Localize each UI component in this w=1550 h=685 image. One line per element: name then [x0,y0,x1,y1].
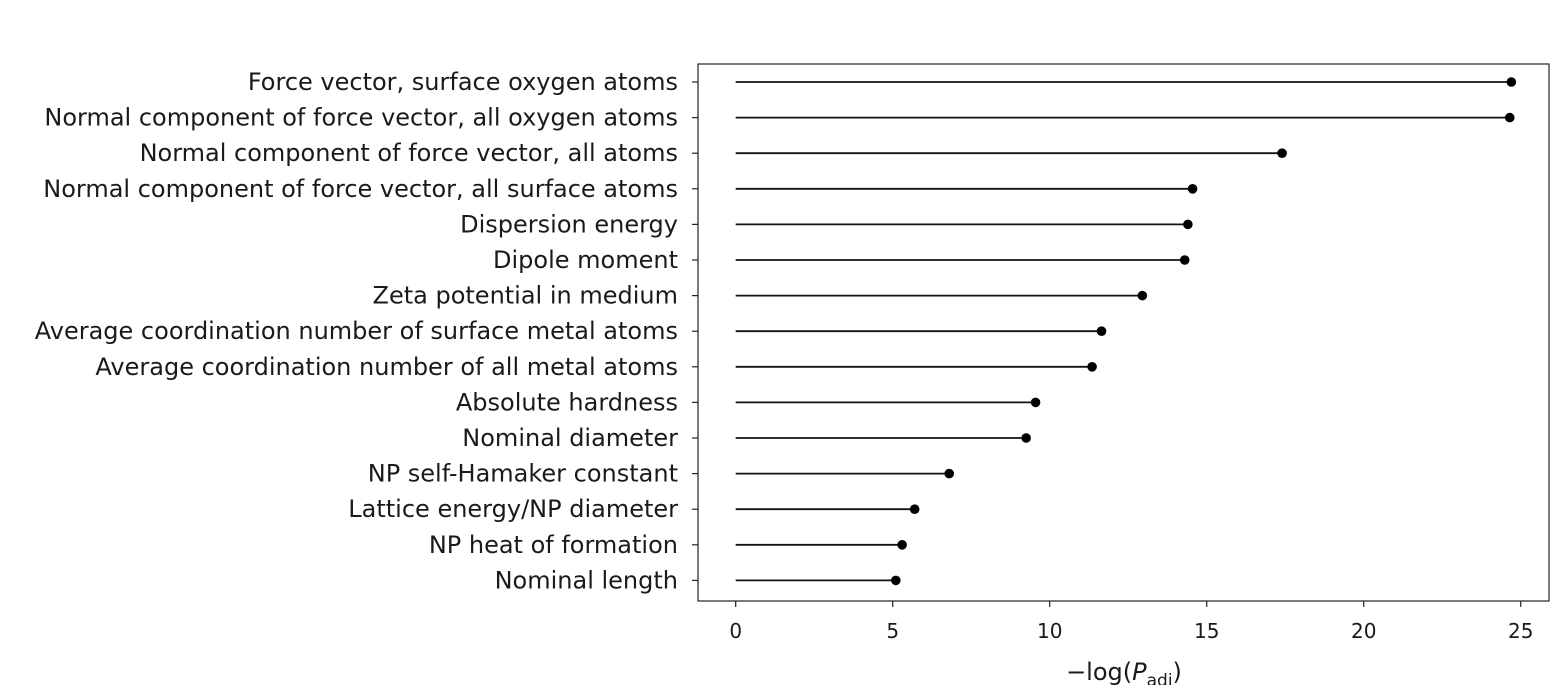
y-tick-label: Zeta potential in medium [373,282,678,310]
y-tick-label: Nominal diameter [462,424,678,452]
x-axis-label: −log(Padj) [1066,658,1182,685]
lollipop-marker [1021,433,1031,443]
y-tick-label: Lattice energy/NP diameter [348,495,678,523]
lollipop-marker [891,575,901,586]
y-tick-label: NP heat of formation [429,531,678,559]
x-axis-label-close: ) [1173,658,1182,685]
lollipop-marker [1506,77,1517,87]
x-axis-label-subscript: adj [1147,671,1173,685]
y-tick-label: Dipole moment [493,246,678,274]
y-tick-label: Normal component of force vector, all at… [140,139,678,167]
plot-frame [697,63,1550,602]
lollipop-marker [1137,290,1148,301]
lollipop-marker [1277,148,1287,158]
y-tick-label: Force vector, surface oxygen atoms [248,68,678,96]
x-axis: 0 5 10 15 20 25 [729,601,1533,643]
lollipop-marker [944,468,955,479]
x-axis-label-main: −log( [1066,658,1132,685]
lollipop-marker [1504,112,1515,123]
lollipop-marker [1187,184,1198,194]
lollipop-marker [897,540,907,550]
y-tick-label: NP self-Hamaker constant [368,460,678,488]
lollipop-marker [1087,362,1097,372]
y-tick-label: Nominal length [495,566,678,594]
x-tick-label: 25 [1508,619,1533,643]
x-tick-label: 0 [729,619,742,643]
y-tick-label: Normal component of force vector, all ox… [44,104,678,132]
lollipop-marker [1096,326,1107,337]
y-tick-label: Absolute hardness [456,388,678,416]
lollipop-marker [909,504,920,514]
x-axis-label-variable: P [1132,658,1147,685]
plot-area [735,77,1517,586]
lollipop-marker [1183,219,1193,230]
x-tick-label: 15 [1194,619,1219,643]
y-tick-label: Normal component of force vector, all su… [43,175,678,203]
y-tick-label: Average coordination number of all metal… [95,353,678,381]
x-tick-label: 5 [886,619,899,643]
y-tick-label: Average coordination number of surface m… [35,317,678,345]
y-tick-label: Dispersion energy [460,210,678,238]
y-axis: Force vector, surface oxygen atoms Normal… [35,68,698,594]
x-tick-label: 20 [1351,619,1376,643]
x-tick-label: 10 [1037,619,1062,643]
lollipop-marker [1030,397,1041,408]
lollipop-marker [1179,255,1190,265]
